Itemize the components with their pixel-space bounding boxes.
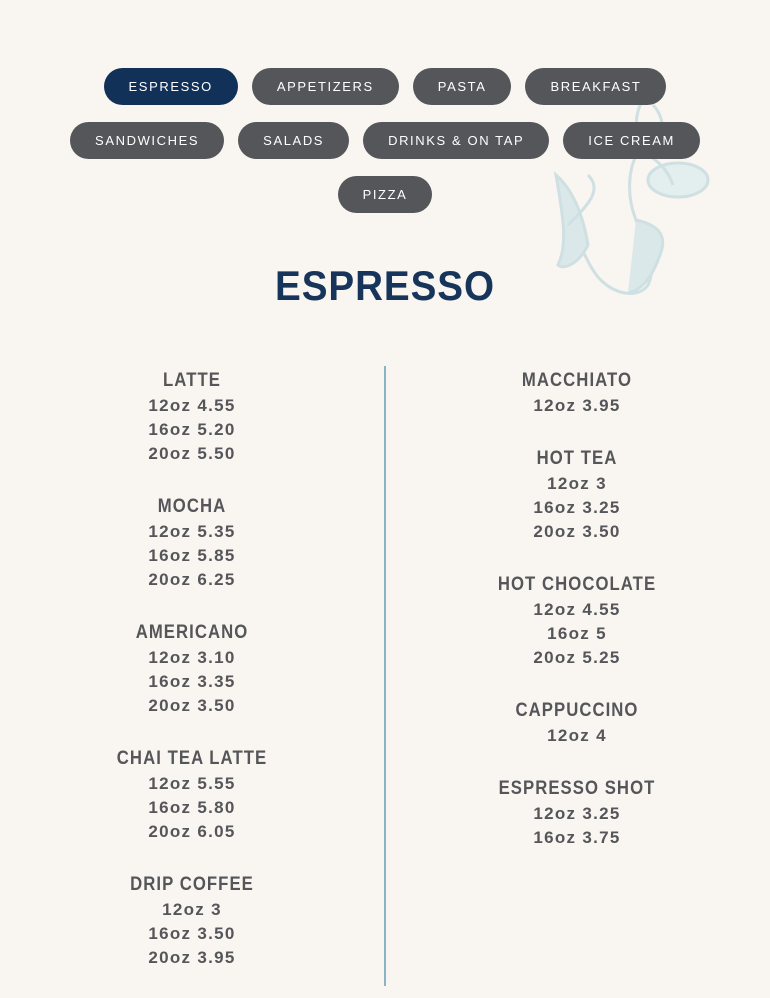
menu-item-price: 12oz 5.35 (148, 522, 236, 541)
menu-item-price: 12oz 3.10 (148, 648, 236, 667)
menu-item-price: 12oz 3 (162, 900, 222, 919)
tab-breakfast[interactable]: BREAKFAST (525, 68, 667, 105)
menu-item-price: 16oz 3.75 (533, 828, 621, 847)
nav-row: ESPRESSO APPETIZERS PASTA BREAKFAST (0, 68, 770, 105)
category-nav: ESPRESSO APPETIZERS PASTA BREAKFAST SANDWICH… (0, 68, 770, 230)
menu-item: DRIP COFFEE 12oz 3 16oz 3.50 20oz 3.95 (42, 872, 342, 970)
menu-item-name: CAPPUCCINO (515, 700, 639, 721)
menu-item-price: 16oz 3.50 (148, 924, 236, 943)
menu-column-right: MACCHIATO 12oz 3.95 HOT TEA 12oz 3 16oz 3.25… (427, 368, 727, 878)
menu-item-price: 20oz 5.50 (148, 444, 236, 463)
menu-column-left: LATTE 12oz 4.55 16oz 5.20 20oz 5.50 MOCHA 12o… (42, 368, 342, 998)
menu-item-price: 20oz 3.50 (533, 522, 621, 541)
menu-item-name: HOT TEA (536, 448, 618, 469)
tab-drinks-on-tap[interactable]: DRINKS & ON TAP (363, 122, 550, 159)
menu-item-price: 16oz 3.25 (533, 498, 621, 517)
menu-item: ESPRESSO SHOT 12oz 3.25 16oz 3.75 (427, 776, 727, 850)
tab-pasta[interactable]: PASTA (412, 68, 512, 105)
menu-item-price: 12oz 3 (547, 474, 607, 493)
menu-item-name: CHAI TEA LATTE (116, 748, 268, 769)
tab-salads[interactable]: SALADS (238, 122, 350, 159)
menu-item: HOT TEA 12oz 3 16oz 3.25 20oz 3.50 (427, 446, 727, 544)
menu-item-price: 16oz 5 (547, 624, 607, 643)
menu-item: AMERICANO 12oz 3.10 16oz 3.35 20oz 3.50 (42, 620, 342, 718)
menu-item: HOT CHOCOLATE 12oz 4.55 16oz 5 20oz 5.25 (427, 572, 727, 670)
menu-item-price: 20oz 3.50 (148, 696, 236, 715)
menu-item: CAPPUCCINO 12oz 4 (427, 698, 727, 748)
menu-item-price: 20oz 6.05 (148, 822, 236, 841)
menu-item-price: 12oz 4 (547, 726, 607, 745)
menu-item-price: 20oz 6.25 (148, 570, 236, 589)
tab-sandwiches[interactable]: SANDWICHES (70, 122, 225, 159)
menu-item-price: 20oz 3.95 (148, 948, 236, 967)
tab-ice-cream[interactable]: ICE CREAM (563, 122, 700, 159)
menu-item: MOCHA 12oz 5.35 16oz 5.85 20oz 6.25 (42, 494, 342, 592)
menu-item-price: 16oz 5.20 (148, 420, 236, 439)
menu-item-name: DRIP COFFEE (130, 874, 254, 895)
nav-row: SANDWICHES SALADS DRINKS & ON TAP ICE CREAM (0, 122, 770, 159)
menu-item-name: HOT CHOCOLATE (497, 574, 657, 595)
menu-item-price: 12oz 4.55 (533, 600, 621, 619)
menu-item-name: AMERICANO (135, 622, 249, 643)
menu-item: CHAI TEA LATTE 12oz 5.55 16oz 5.80 20oz 6.0… (42, 746, 342, 844)
tab-appetizers[interactable]: APPETIZERS (251, 68, 399, 105)
menu-item-name: ESPRESSO SHOT (498, 778, 656, 799)
menu-item: MACCHIATO 12oz 3.95 (427, 368, 727, 418)
menu-item-price: 12oz 3.95 (533, 396, 621, 415)
menu-item: LATTE 12oz 4.55 16oz 5.20 20oz 5.50 (42, 368, 342, 466)
menu-item-name: LATTE (163, 370, 221, 391)
menu-item-price: 12oz 3.25 (533, 804, 621, 823)
nav-row: PIZZA (0, 176, 770, 213)
menu-item-price: 16oz 5.80 (148, 798, 236, 817)
tab-espresso[interactable]: ESPRESSO (103, 68, 238, 105)
column-divider (384, 366, 386, 986)
menu-item-price: 12oz 4.55 (148, 396, 236, 415)
menu-item-price: 12oz 5.55 (148, 774, 236, 793)
menu-item-name: MOCHA (157, 496, 227, 517)
menu-item-price: 16oz 5.85 (148, 546, 236, 565)
menu-item-price: 20oz 5.25 (533, 648, 621, 667)
tab-pizza[interactable]: PIZZA (337, 176, 433, 213)
menu-item-name: MACCHIATO (521, 370, 633, 391)
section-title: ESPRESSO (275, 262, 495, 309)
menu-item-price: 16oz 3.35 (148, 672, 236, 691)
